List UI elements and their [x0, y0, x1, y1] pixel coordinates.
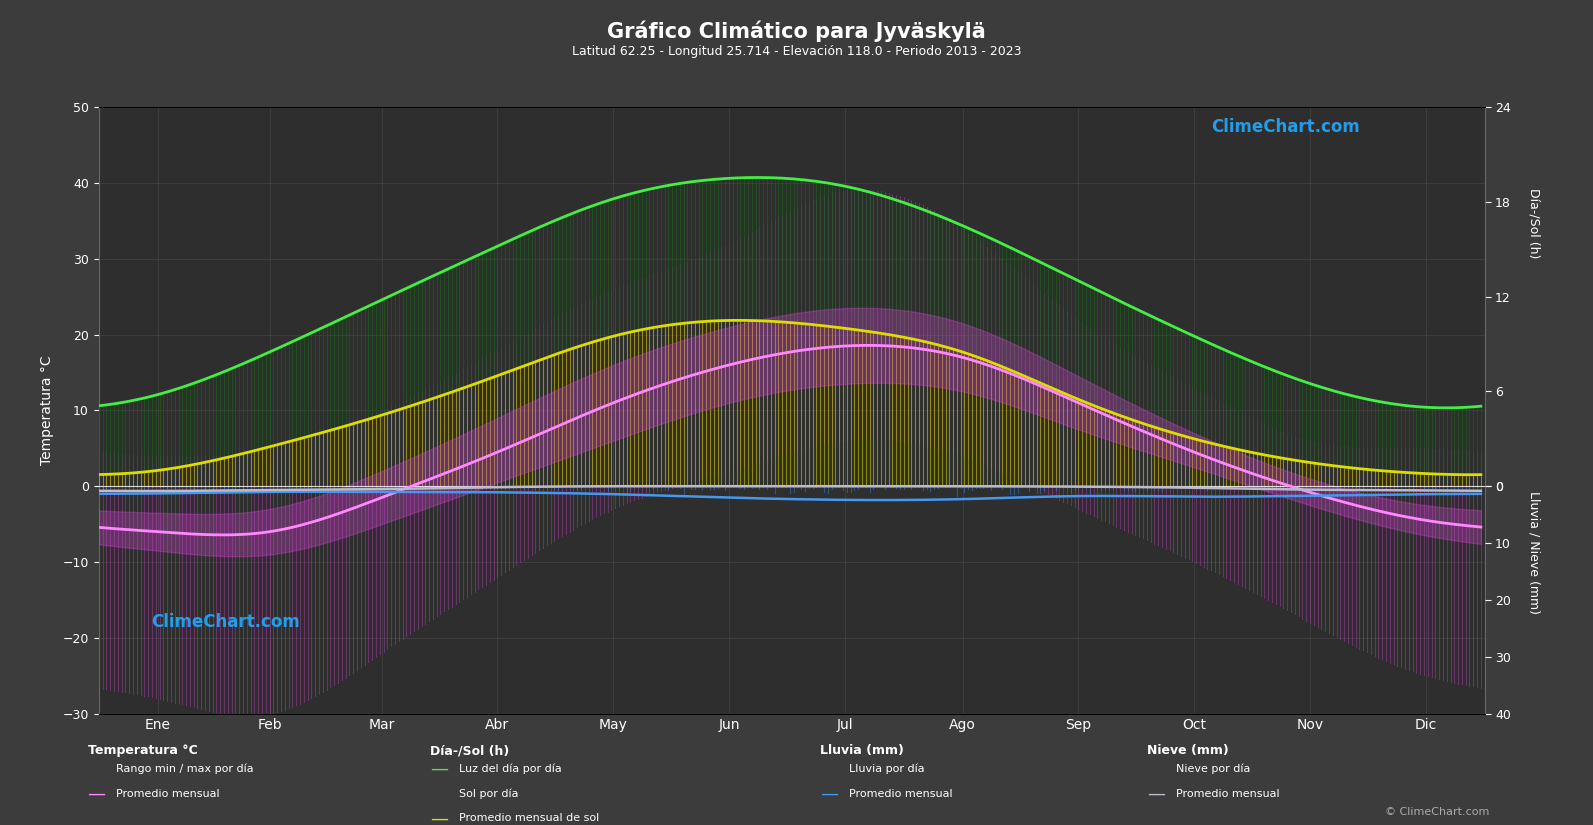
Text: Nieve (mm): Nieve (mm) [1147, 744, 1228, 757]
Text: Lluvia / Nieve (mm): Lluvia / Nieve (mm) [1528, 491, 1540, 615]
Text: Rango min / max por día: Rango min / max por día [116, 764, 253, 774]
Text: —: — [88, 785, 105, 803]
Text: —: — [430, 809, 448, 825]
Text: —: — [430, 760, 448, 778]
Y-axis label: Temperatura °C: Temperatura °C [40, 356, 54, 465]
Text: Gráfico Climático para Jyväskylä: Gráfico Climático para Jyväskylä [607, 21, 986, 42]
Text: Lluvia por día: Lluvia por día [849, 764, 924, 774]
Text: Promedio mensual: Promedio mensual [849, 789, 953, 799]
Text: Día-/Sol (h): Día-/Sol (h) [1528, 187, 1540, 258]
Text: Luz del día por día: Luz del día por día [459, 764, 562, 774]
Text: Lluvia (mm): Lluvia (mm) [820, 744, 905, 757]
Text: ClimeChart.com: ClimeChart.com [1211, 118, 1359, 136]
Text: Promedio mensual de sol: Promedio mensual de sol [459, 813, 599, 823]
Text: Día-/Sol (h): Día-/Sol (h) [430, 744, 510, 757]
Text: Sol por día: Sol por día [459, 789, 518, 799]
Text: —: — [820, 785, 838, 803]
Text: Temperatura °C: Temperatura °C [88, 744, 198, 757]
Text: © ClimeChart.com: © ClimeChart.com [1384, 807, 1489, 817]
Text: Nieve por día: Nieve por día [1176, 764, 1251, 774]
Text: ClimeChart.com: ClimeChart.com [151, 613, 299, 631]
Text: Latitud 62.25 - Longitud 25.714 - Elevación 118.0 - Periodo 2013 - 2023: Latitud 62.25 - Longitud 25.714 - Elevac… [572, 45, 1021, 59]
Text: —: — [1147, 785, 1164, 803]
Text: Promedio mensual: Promedio mensual [1176, 789, 1279, 799]
Text: Promedio mensual: Promedio mensual [116, 789, 220, 799]
